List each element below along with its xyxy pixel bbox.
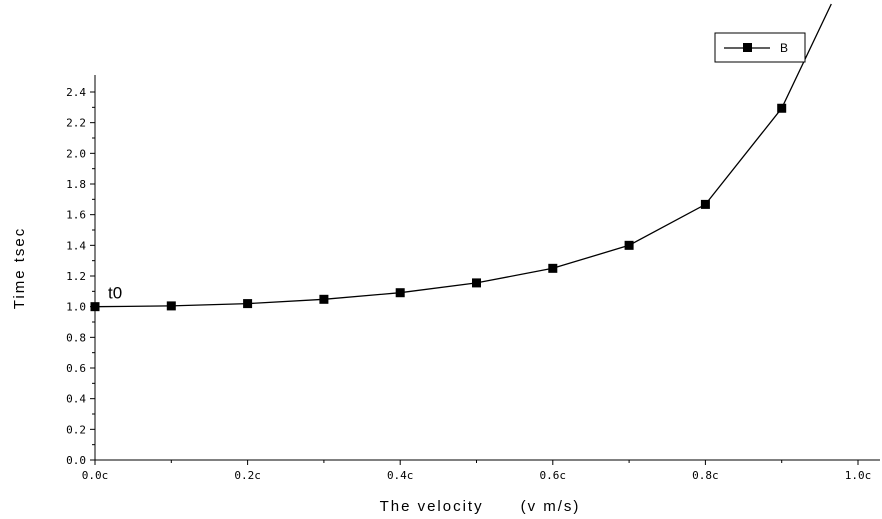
y-tick-label: 1.4 <box>66 239 86 252</box>
annotation-t0: t0 <box>108 284 122 303</box>
legend-marker <box>743 43 752 52</box>
x-tick-label: 0.0c <box>82 469 109 482</box>
y-tick-label: 0.6 <box>66 362 86 375</box>
data-point <box>700 199 710 209</box>
data-point <box>243 299 253 309</box>
legend-label: B <box>780 41 788 55</box>
x-tick-label: 0.2c <box>234 469 261 482</box>
data-point <box>548 263 558 273</box>
y-tick-label: 0.0 <box>66 454 86 467</box>
x-axis-label: The velocity (v m/s) <box>380 498 581 515</box>
data-point <box>166 301 176 311</box>
data-point <box>90 302 100 312</box>
y-tick-label: 2.0 <box>66 147 86 160</box>
data-point <box>777 103 787 113</box>
x-tick-label: 1.0c <box>845 469 872 482</box>
y-tick-label: 1.8 <box>66 178 86 191</box>
x-tick-label: 0.6c <box>540 469 567 482</box>
y-axis-label: Time tsec <box>11 227 28 309</box>
data-point <box>472 278 481 288</box>
series-layer <box>90 3 832 312</box>
x-tick-label: 0.8c <box>692 469 719 482</box>
y-tick-label: 1.6 <box>66 209 86 222</box>
y-tick-label: 1.0 <box>66 301 86 314</box>
data-point <box>395 288 405 298</box>
data-point <box>624 240 634 250</box>
y-tick-label: 0.8 <box>66 331 86 344</box>
data-point <box>319 294 329 304</box>
legend: B <box>714 32 806 63</box>
y-tick-label: 2.4 <box>66 86 86 99</box>
y-tick-label: 2.2 <box>66 117 86 130</box>
plot-frame <box>94 75 880 461</box>
y-tick-label: 0.2 <box>66 423 86 436</box>
y-tick-label: 0.4 <box>66 393 86 406</box>
x-tick-label: 0.4c <box>387 469 414 482</box>
y-axis-ticks: 0.0 0.2 0.4 0.6 0.8 1.0 1.2 1.4 1.6 1.8 2.0 2.2 2.4 <box>66 86 95 467</box>
x-axis-ticks: 0.0c 0.2c 0.4c 0.6c 0.8c 1.0c <box>82 460 872 482</box>
y-tick-label: 1.2 <box>66 270 86 283</box>
